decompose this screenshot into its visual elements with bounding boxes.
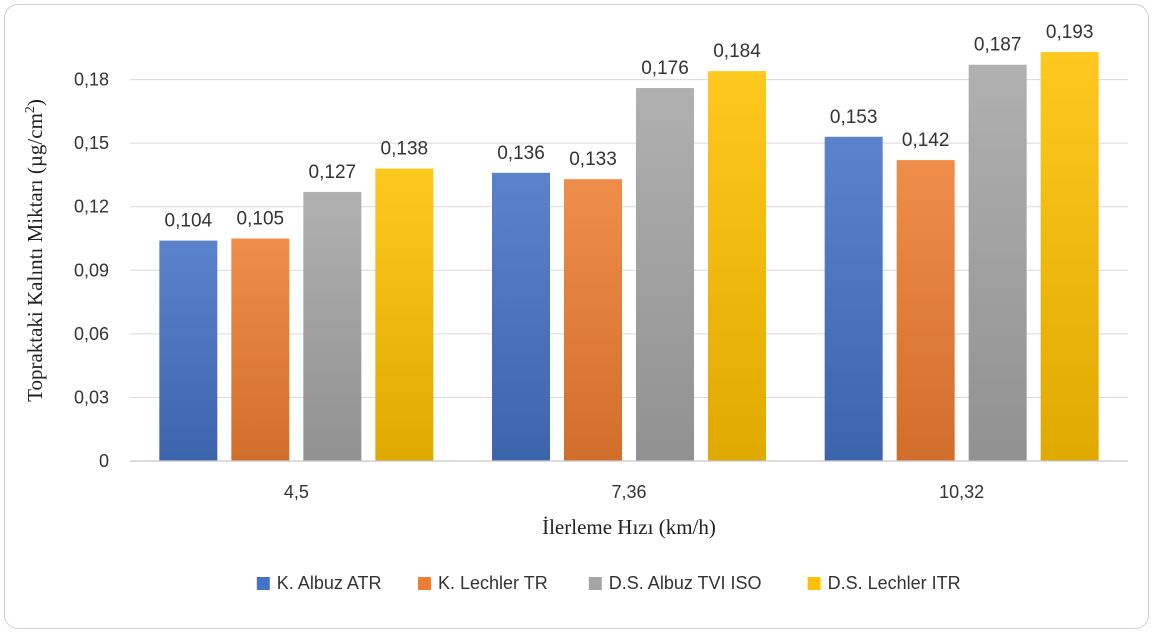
bar bbox=[1040, 52, 1099, 462]
legend-label: D.S. Albuz TVI ISO bbox=[609, 573, 762, 593]
data-label: 0,138 bbox=[381, 139, 429, 160]
legend-label: K. Albuz ATR bbox=[277, 573, 382, 593]
bar bbox=[896, 160, 955, 461]
x-tick-label: 4,5 bbox=[284, 482, 309, 502]
bar bbox=[968, 64, 1027, 461]
data-label: 0,105 bbox=[237, 209, 285, 230]
legend-swatch bbox=[256, 577, 270, 590]
bar bbox=[303, 191, 362, 461]
bar bbox=[492, 172, 550, 462]
y-tick-label: 0,18 bbox=[74, 70, 109, 90]
y-tick-label: 0 bbox=[99, 451, 109, 471]
legend-label: K. Lechler TR bbox=[438, 573, 548, 593]
bar bbox=[231, 238, 290, 461]
y-axis-ticks: 0 0,03 0,06 0,09 0,12 0,15 0,18 bbox=[74, 70, 109, 471]
y-tick-label: 0,15 bbox=[74, 133, 109, 153]
data-label: 0,193 bbox=[1046, 22, 1094, 43]
legend: K. Albuz ATR K. Lechler TR D.S. Albuz TVI … bbox=[256, 573, 961, 593]
bar bbox=[375, 168, 434, 462]
y-tick-label: 0,12 bbox=[74, 197, 109, 217]
gridlines bbox=[130, 79, 1128, 398]
data-label: 0,187 bbox=[974, 35, 1022, 56]
x-axis-ticks: 4,5 7,36 10,32 bbox=[284, 482, 984, 502]
bar bbox=[636, 88, 694, 462]
x-tick-label: 10,32 bbox=[939, 482, 984, 502]
data-label: 0,104 bbox=[165, 211, 213, 232]
y-tick-label: 0,06 bbox=[74, 324, 109, 344]
legend-label: D.S. Lechler ITR bbox=[828, 573, 961, 593]
bars bbox=[159, 52, 1099, 462]
y-axis-title-main: Topraktaki Kalıntı Miktarı (µg/cm bbox=[23, 113, 47, 402]
data-labels: 0,104 0,105 0,127 0,138 0,136 0,133 0,176 0,184… bbox=[165, 22, 1094, 232]
y-axis-title: Topraktaki Kalıntı Miktarı (µg/cm2) bbox=[23, 99, 47, 402]
legend-swatch bbox=[418, 577, 431, 590]
data-label: 0,153 bbox=[830, 107, 878, 128]
data-label: 0,184 bbox=[713, 41, 761, 62]
y-tick-label: 0,03 bbox=[74, 387, 109, 407]
y-axis-title-superscript: 2 bbox=[23, 106, 38, 113]
x-tick-label: 7,36 bbox=[611, 482, 646, 502]
bar bbox=[708, 71, 766, 461]
legend-swatch bbox=[807, 577, 821, 590]
legend-swatch bbox=[588, 577, 602, 590]
bar bbox=[564, 179, 622, 461]
data-label: 0,133 bbox=[569, 149, 617, 170]
x-axis-title: İlerleme Hızı (km/h) bbox=[542, 515, 716, 539]
data-label: 0,142 bbox=[902, 130, 950, 151]
y-tick-label: 0,09 bbox=[74, 260, 109, 280]
bar bbox=[824, 136, 883, 462]
bar bbox=[159, 240, 218, 461]
data-label: 0,136 bbox=[497, 143, 545, 164]
data-label: 0,127 bbox=[309, 162, 357, 183]
data-label: 0,176 bbox=[641, 58, 689, 79]
y-axis-title-end: ) bbox=[23, 99, 47, 106]
